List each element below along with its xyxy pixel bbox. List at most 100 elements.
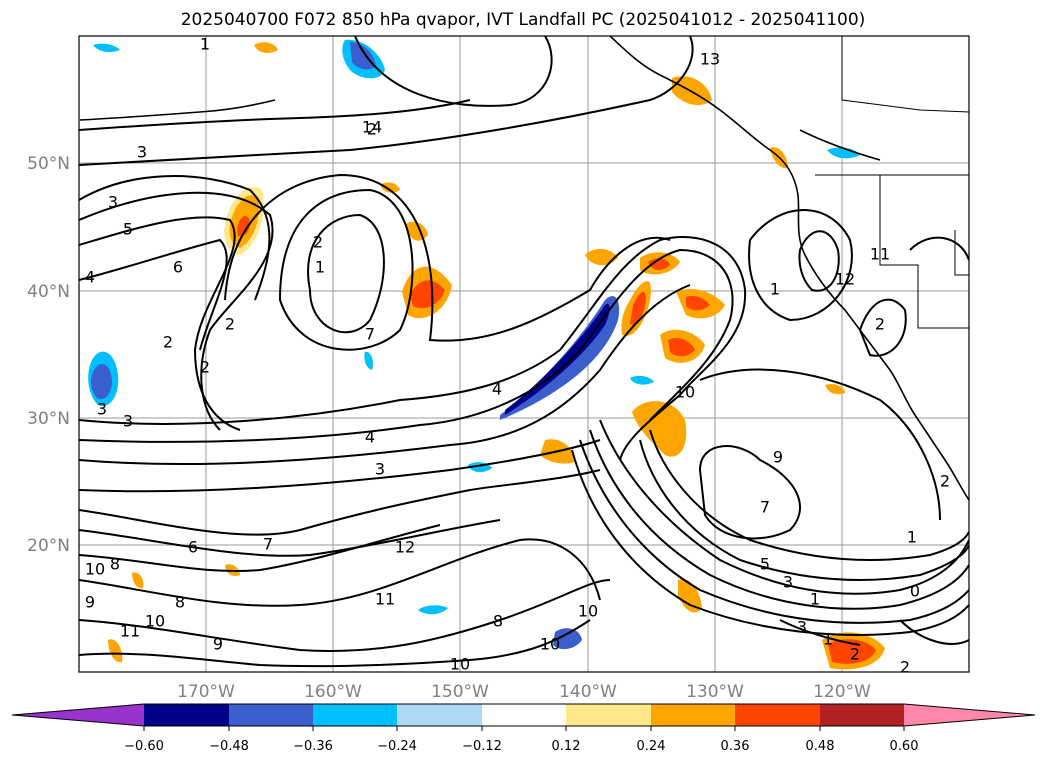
- contour-line: [307, 213, 385, 334]
- colorbar-extend-low: [12, 704, 144, 726]
- colorbar-tick-label: −0.24: [377, 739, 417, 754]
- lat-label-20n: 20°N: [27, 536, 70, 556]
- contour-label: 8: [493, 612, 503, 631]
- contour-line: [354, 36, 553, 107]
- contour-label: 1: [770, 280, 780, 299]
- contour-label: 4: [85, 268, 95, 287]
- contour-line: [699, 368, 941, 521]
- ivt-contours: [79, 36, 969, 668]
- lon-label-120w: 120°W: [813, 682, 871, 702]
- contour-line: [79, 469, 601, 536]
- coastline: [79, 36, 969, 501]
- shading-blob: [93, 43, 120, 53]
- contour-label: 5: [123, 220, 133, 239]
- contour-label: 3: [108, 193, 118, 212]
- contour-line: [798, 230, 840, 292]
- latitude-labels: 50°N 40°N 30°N 20°N: [27, 154, 70, 556]
- contour-label: 8: [110, 555, 120, 574]
- lon-label-170w: 170°W: [177, 682, 235, 702]
- colorbar-tick-label: −0.60: [124, 739, 164, 754]
- colorbar: −0.60 −0.48 −0.36 −0.24 −0.12 0.12 0.24 …: [11, 703, 1036, 754]
- lon-label-160w: 160°W: [304, 682, 362, 702]
- contour-label: 6: [188, 538, 198, 557]
- shading-blob: [630, 375, 654, 385]
- contour-line: [639, 439, 969, 581]
- shading-blob: [632, 401, 687, 457]
- map-frame: [78, 35, 970, 673]
- shading-blob: [505, 303, 610, 415]
- contour-label: 9: [213, 635, 223, 654]
- colorbar-tick-label: 0.48: [806, 739, 835, 754]
- contour-line: [779, 619, 861, 646]
- colorbar-tick-label: −0.36: [293, 739, 333, 754]
- contour-label: 1: [200, 35, 210, 54]
- contour-label: 1: [315, 258, 325, 277]
- shading-blob: [350, 42, 376, 70]
- contour-line: [79, 579, 611, 652]
- contour-line: [909, 236, 969, 261]
- contour-label: 3: [123, 412, 133, 431]
- contour-line: [579, 439, 969, 624]
- contour-label: 13: [700, 50, 720, 69]
- contour-line: [649, 429, 969, 561]
- contour-label: 2: [313, 233, 323, 252]
- coast-line: [609, 36, 969, 501]
- contour-line: [599, 419, 969, 595]
- contour-line: [698, 445, 801, 540]
- lon-label-150w: 150°W: [431, 682, 489, 702]
- contour-label: 10: [540, 635, 560, 654]
- shading-blob: [668, 338, 695, 357]
- contour-label: 0: [910, 582, 920, 601]
- contour-label: 1: [823, 630, 833, 649]
- contour-label: 2: [200, 358, 210, 377]
- contour-label: 10: [675, 383, 695, 402]
- contour-label: 9: [85, 593, 95, 612]
- contour-line: [79, 524, 441, 573]
- colorbar-tick-label: 0.60: [890, 739, 919, 754]
- contour-label: 11: [870, 245, 890, 264]
- colorbar-segment: [482, 704, 566, 726]
- colorbar-segment: [144, 704, 229, 726]
- contour-label: 6: [173, 258, 183, 277]
- colorbar-tick-label: −0.12: [462, 739, 502, 754]
- contour-line: [899, 619, 969, 645]
- contour-line: [79, 619, 591, 668]
- contour-label: 1: [810, 590, 820, 609]
- shading-blob: [827, 147, 860, 159]
- colorbar-segment: [397, 704, 482, 726]
- contour-line: [79, 99, 471, 131]
- contour-line: [858, 298, 907, 357]
- colorbar-segment: [313, 704, 397, 726]
- contour-line: [79, 248, 734, 443]
- lat-label-40n: 40°N: [27, 282, 70, 302]
- contour-label: 2: [900, 658, 910, 677]
- shading-blob: [553, 628, 582, 650]
- colorbar-tick-label: 0.24: [637, 739, 666, 754]
- contour-label: 12: [835, 270, 855, 289]
- colorbar-tick-label: 0.36: [721, 739, 750, 754]
- contour-label: 10: [450, 655, 470, 674]
- contour-label: 2: [367, 120, 377, 139]
- contour-line: [79, 191, 274, 431]
- longitude-labels: 170°W 160°W 150°W 140°W 130°W 120°W: [177, 682, 871, 702]
- contour-line: [589, 429, 969, 610]
- shading-blob: [410, 280, 445, 309]
- contour-label: 11: [120, 622, 140, 641]
- contour-line: [79, 175, 271, 301]
- shading-blob: [380, 182, 400, 193]
- contour-line: [79, 439, 601, 493]
- borders: [815, 36, 969, 329]
- contour-label: 10: [85, 560, 105, 579]
- contour-label: 12: [395, 538, 415, 557]
- colorbar-tick-label: 0.12: [552, 739, 581, 754]
- shading-blob: [364, 351, 373, 370]
- contour-line: [224, 173, 671, 342]
- contour-line: [748, 209, 853, 322]
- contour-label: 7: [365, 325, 375, 344]
- contour-line: [79, 238, 228, 351]
- shading-blob: [254, 42, 278, 53]
- contour-label: 4: [492, 380, 502, 399]
- contour-line: [79, 538, 601, 607]
- contour-label: 5: [760, 555, 770, 574]
- colorbar-segment: [820, 704, 904, 726]
